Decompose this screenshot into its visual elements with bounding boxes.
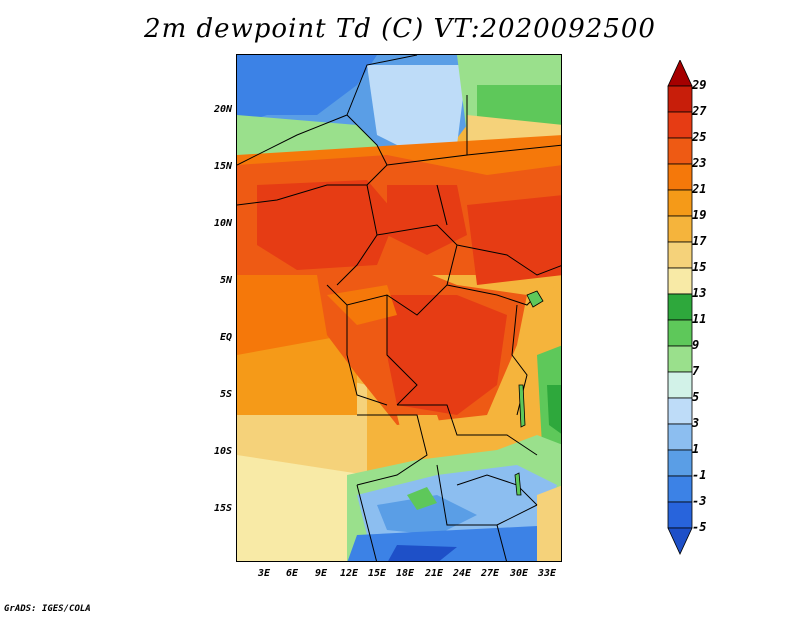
lat-label: 10N (213, 218, 232, 229)
lon-label: 3E (257, 568, 271, 579)
lon-label: 18E (395, 568, 415, 579)
colorbar-tick-label: 1 (692, 442, 700, 456)
colorbar-tick-label: -5 (692, 520, 707, 534)
lon-label: 30E (509, 568, 529, 579)
lat-label: 5S (219, 389, 232, 400)
colorbar-swatch (667, 85, 693, 113)
colorbar-swatch (667, 423, 693, 451)
colorbar-tick-label: 17 (692, 234, 707, 248)
lat-label: 15N (213, 161, 232, 172)
lon-label: 24E (452, 568, 472, 579)
colorbar-swatch (667, 293, 693, 321)
lon-label: 15E (367, 568, 387, 579)
lat-label: 10S (213, 446, 232, 457)
dewpoint-field (237, 55, 561, 561)
colorbar-swatch (667, 241, 693, 269)
colorbar-swatch (667, 137, 693, 165)
colorbar-tick-label: 29 (692, 78, 707, 92)
colorbar-tick-label: 11 (692, 312, 707, 326)
colorbar-swatch (667, 371, 693, 399)
lon-label: 33E (537, 568, 557, 579)
colorbar-top-arrow (667, 60, 693, 87)
grads-credit: GrADS: IGES/COLA (4, 604, 91, 614)
colorbar-swatch (667, 475, 693, 503)
colorbar-tick-label: 19 (692, 208, 707, 222)
colorbar-tick-label: 27 (692, 104, 707, 118)
lat-label: 20N (213, 104, 232, 115)
colorbar-tick-label: 3 (692, 416, 700, 430)
colorbar-swatch (667, 189, 693, 217)
colorbar-tick-label: -3 (692, 494, 707, 508)
colorbar-swatch (667, 501, 693, 529)
colorbar-tick-label: -1 (692, 468, 707, 482)
lon-label: 12E (339, 568, 359, 579)
lon-label: 27E (480, 568, 500, 579)
lat-label: EQ (219, 332, 232, 343)
colorbar-tick-label: 21 (692, 182, 707, 196)
colorbar-bottom-arrow (667, 527, 693, 555)
dewpoint-map (236, 54, 562, 562)
colorbar-tick-label: 7 (692, 364, 700, 378)
colorbar-swatch (667, 449, 693, 477)
colorbar-swatch (667, 267, 693, 295)
colorbar-swatch (667, 397, 693, 425)
colorbar (667, 60, 693, 555)
colorbar-swatch (667, 319, 693, 347)
lat-label: 15S (213, 503, 232, 514)
lon-label: 9E (314, 568, 328, 579)
colorbar-tick-label: 23 (692, 156, 707, 170)
colorbar-tick-label: 15 (692, 260, 707, 274)
lon-label: 6E (285, 568, 299, 579)
colorbar-swatch (667, 163, 693, 191)
colorbar-tick-label: 25 (692, 130, 707, 144)
colorbar-tick-label: 5 (692, 390, 700, 404)
colorbar-swatch (667, 215, 693, 243)
lon-label: 21E (424, 568, 444, 579)
lat-label: 5N (219, 275, 232, 286)
colorbar-swatch (667, 111, 693, 139)
colorbar-swatch (667, 345, 693, 373)
colorbar-tick-label: 9 (692, 338, 700, 352)
map-title: 2m dewpoint Td (C) VT:2020092500 (144, 14, 656, 44)
colorbar-tick-label: 13 (692, 286, 707, 300)
